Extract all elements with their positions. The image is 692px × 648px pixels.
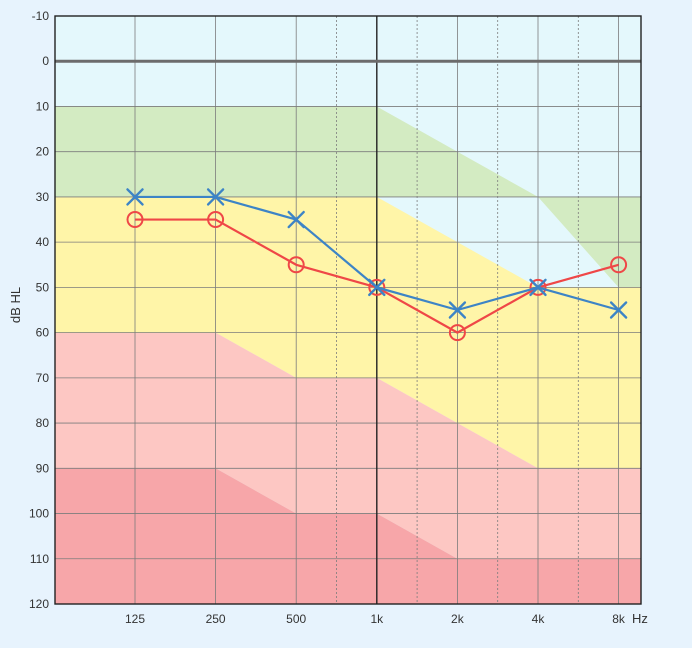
cross-marker <box>126 188 144 206</box>
y-tick-label: 20 <box>36 145 50 159</box>
circle-marker <box>448 324 466 342</box>
x-tick-label: 1k <box>370 612 384 626</box>
y-tick-label: 100 <box>29 507 49 521</box>
circle-marker <box>126 211 144 229</box>
band-profound <box>55 468 641 604</box>
x-axis-unit-label: Hz <box>632 611 648 626</box>
y-axis-ticks: -10 0 10 20 30 40 50 60 70 80 90 100 110 120 <box>29 9 49 611</box>
x-tick-label: 4k <box>532 612 546 626</box>
y-tick-label: 90 <box>36 461 50 475</box>
y-tick-label: 0 <box>42 54 49 68</box>
circle-marker <box>207 211 225 229</box>
y-tick-label: 50 <box>36 280 50 294</box>
y-tick-label: 120 <box>29 597 49 611</box>
x-axis-ticks: 125 250 500 1k 2k 4k 8k <box>125 612 626 626</box>
y-tick-label: 10 <box>36 99 50 113</box>
x-tick-label: 250 <box>206 612 226 626</box>
y-tick-label: -10 <box>32 9 50 23</box>
circle-marker <box>610 256 628 274</box>
x-tick-label: 500 <box>286 612 306 626</box>
cross-marker <box>609 301 628 319</box>
y-tick-label: 40 <box>36 235 50 249</box>
y-tick-label: 110 <box>30 552 49 566</box>
y-tick-label: 30 <box>36 190 50 204</box>
x-tick-label: 8k <box>612 612 626 626</box>
hearing-level-bands <box>55 16 641 604</box>
circle-marker <box>529 278 547 296</box>
y-axis-label: dB HL <box>8 287 23 323</box>
x-tick-label: 125 <box>125 612 145 626</box>
x-tick-label: 2k <box>451 612 465 626</box>
cross-marker <box>368 278 386 297</box>
circle-marker <box>368 278 386 296</box>
cross-marker <box>206 188 225 206</box>
y-tick-label: 80 <box>36 416 50 430</box>
cross-marker <box>287 210 305 229</box>
circle-marker <box>287 256 305 274</box>
y-tick-label: 70 <box>36 371 50 385</box>
y-tick-label: 60 <box>36 326 50 340</box>
chart-series <box>126 188 628 342</box>
cross-marker <box>529 278 547 297</box>
band-severe <box>55 332 641 559</box>
cross-marker <box>448 301 467 319</box>
plot-frame <box>54 15 642 605</box>
chart-grid <box>54 15 642 605</box>
